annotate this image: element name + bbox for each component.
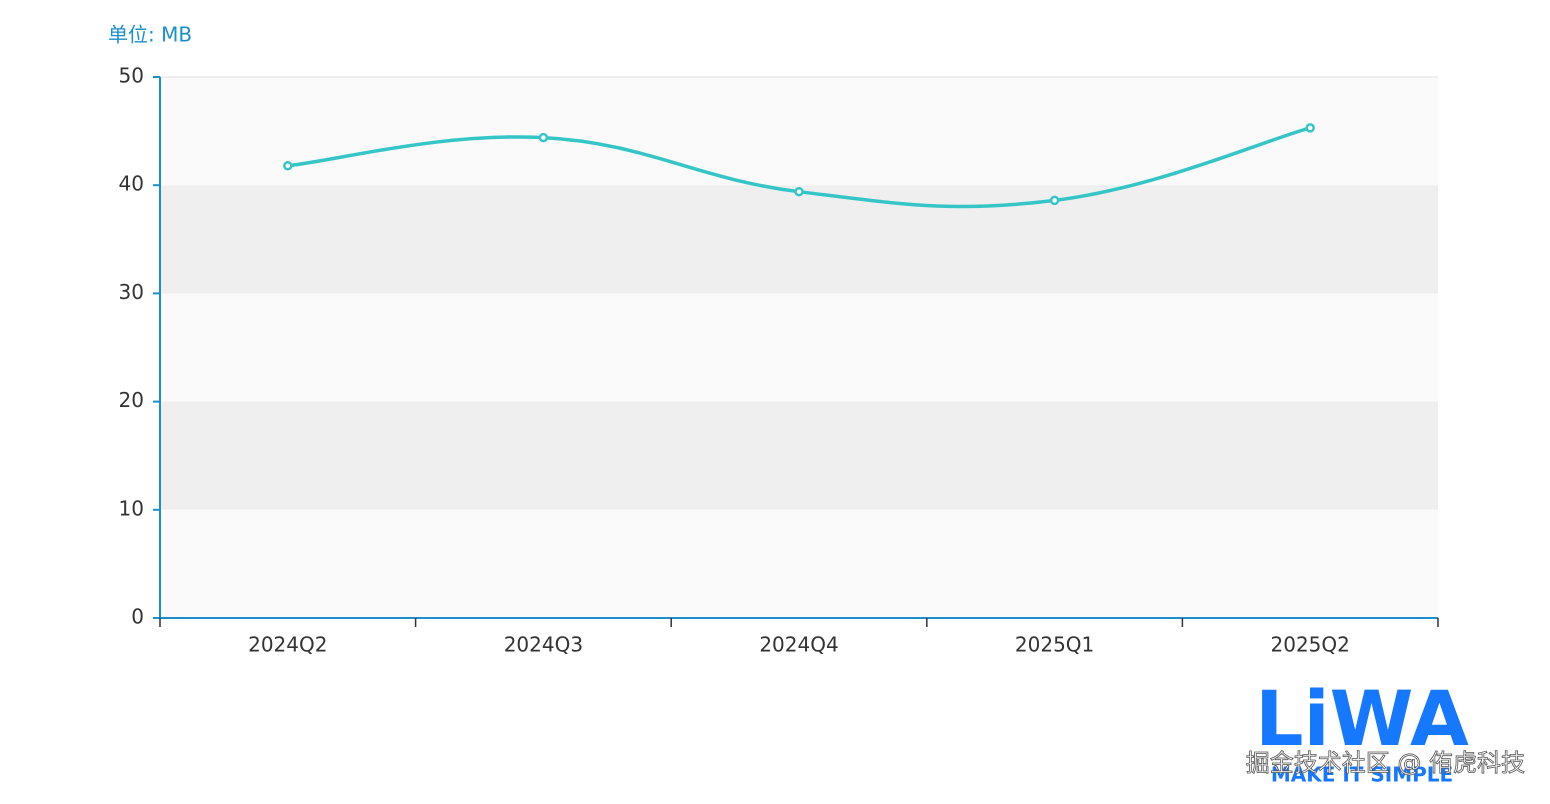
y-tick-label: 20: [119, 388, 144, 412]
x-tick-label: 2025Q2: [1271, 633, 1350, 657]
watermark-tagline: MAKE IT SIMPLE: [1271, 763, 1453, 787]
point: [794, 186, 804, 197]
point: [1049, 195, 1060, 206]
x-tick-label: 2024Q2: [248, 633, 327, 657]
split-area: [160, 509, 1438, 618]
x-tick-label: 2024Q3: [504, 633, 583, 657]
point: [1305, 123, 1315, 133]
y-tick-label: 0: [131, 605, 144, 629]
x-tick-label: 2024Q4: [759, 633, 838, 657]
split-area: [160, 401, 1438, 510]
split-area: [160, 77, 1438, 186]
watermark-text: 掘金技术社区 @ 侑虎科技: [1246, 749, 1525, 777]
watermark-logo: LiWA: [1255, 674, 1469, 763]
y-tick-label: 10: [119, 496, 144, 520]
y-tick-label: 50: [119, 64, 144, 88]
y-tick-label: 40: [119, 172, 144, 196]
point: [283, 160, 293, 171]
split-area: [160, 293, 1438, 402]
x-tick-label: 2025Q1: [1015, 633, 1094, 657]
point: [538, 132, 549, 143]
y-tick-label: 30: [119, 280, 144, 304]
split-area: [160, 185, 1438, 294]
y-axis-name: 单位: MB: [108, 23, 192, 47]
